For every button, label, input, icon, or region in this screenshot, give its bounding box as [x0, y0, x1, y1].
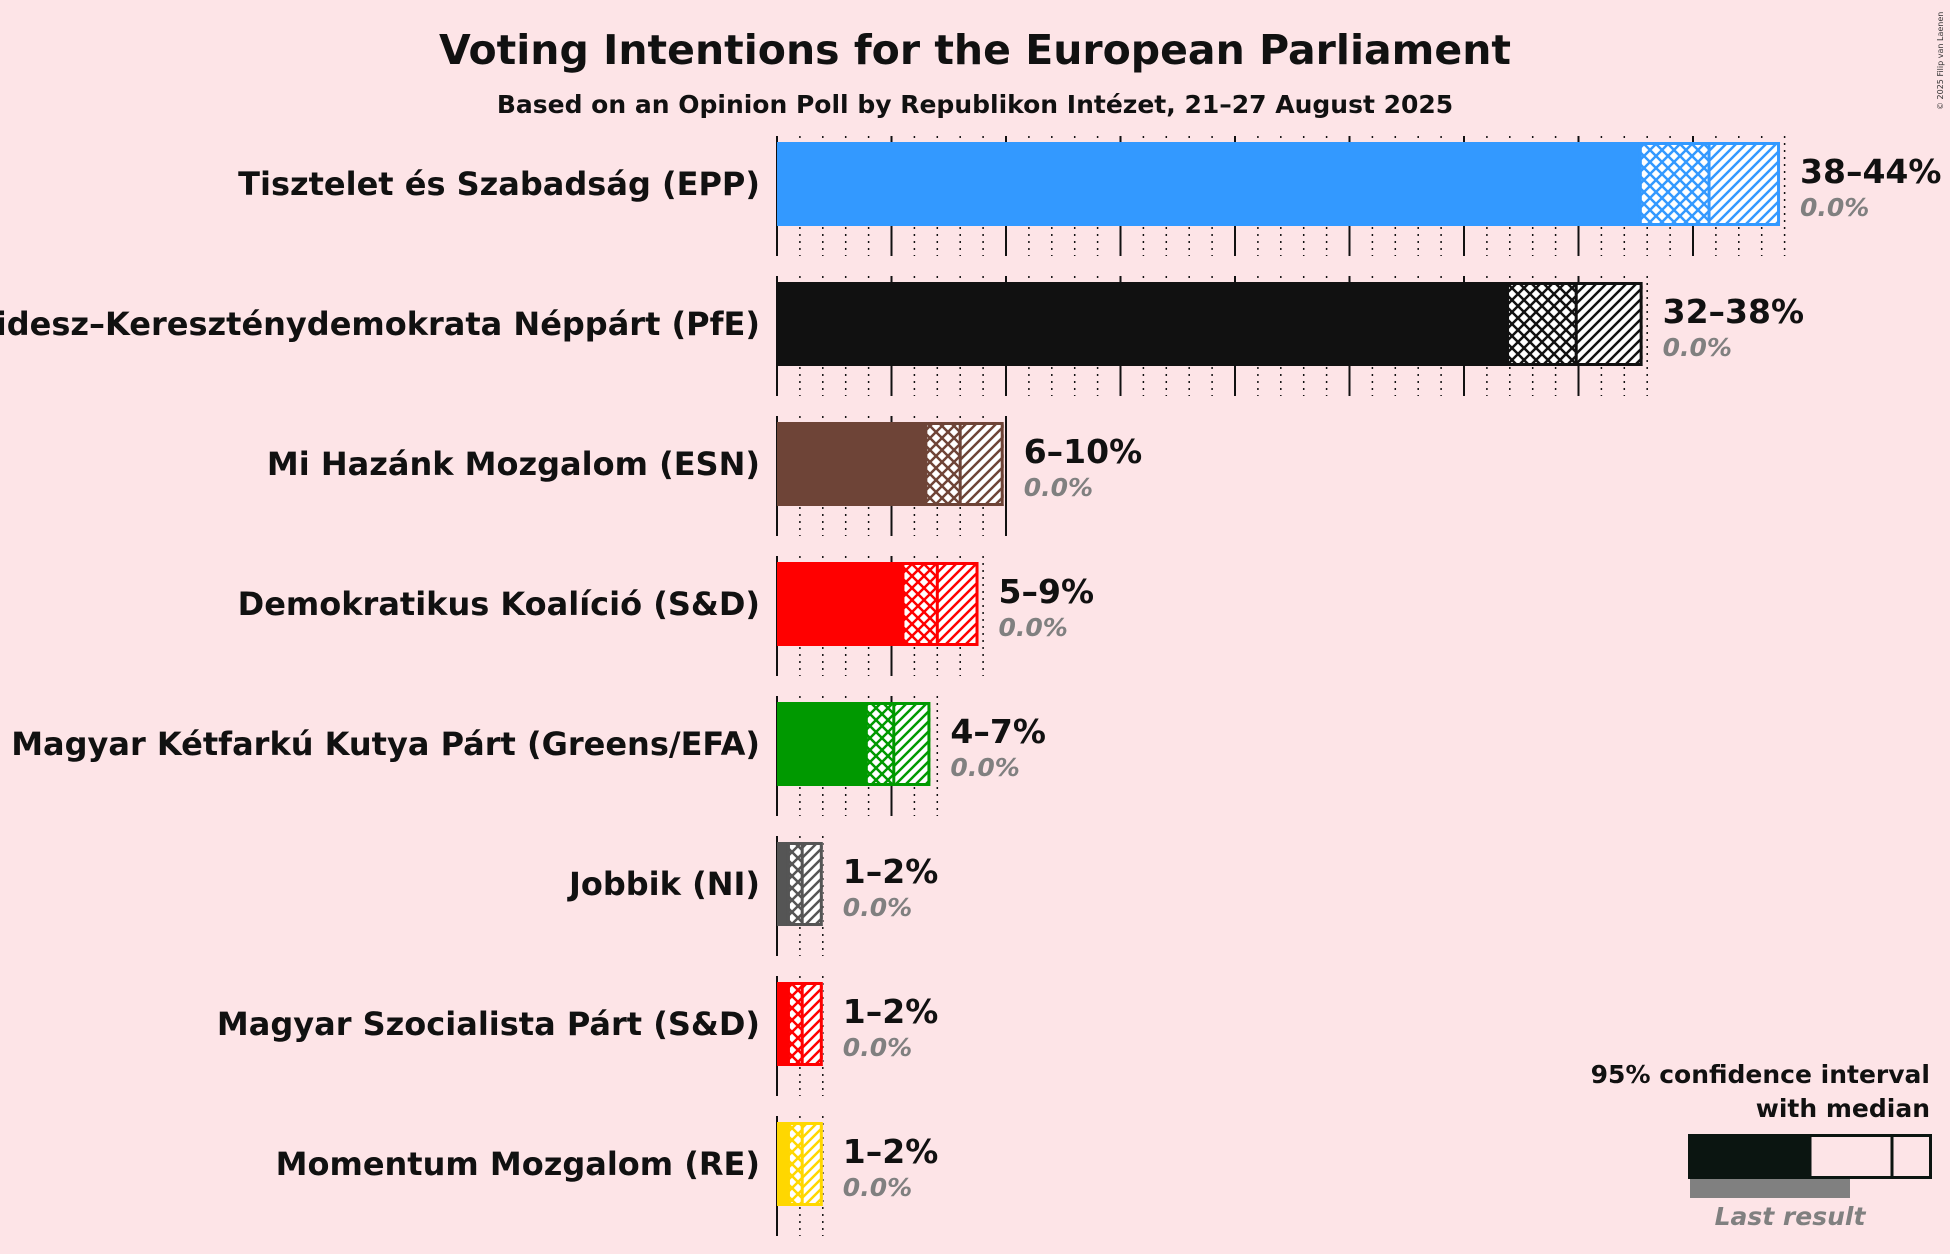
- bar-solid: [777, 842, 789, 926]
- bar-ci-upper: [937, 562, 979, 646]
- bars-group: Tisztelet és Szabadság (EPP) 38–44%0.0%Fi…: [0, 142, 1941, 1206]
- bar-ci-outline: [924, 422, 1004, 506]
- last-result-label: 0.0%: [1024, 473, 1093, 502]
- range-label: 1–2%: [843, 1132, 939, 1171]
- last-result-label: 0.0%: [1663, 333, 1732, 362]
- legend-last-swatch: [1690, 1178, 1850, 1198]
- party-label: Demokratikus Koalíció (S&D): [238, 585, 760, 623]
- range-label: 32–38%: [1663, 292, 1804, 331]
- bar-ci-lower: [788, 842, 803, 926]
- bar-row: Fidesz–Kereszténydemokrata Néppárt (PfE)…: [0, 282, 1804, 366]
- last-result-label: 0.0%: [999, 613, 1068, 642]
- party-label: Momentum Mozgalom (RE): [276, 1145, 760, 1183]
- legend-solid-swatch: [1688, 1134, 1810, 1179]
- legend-ci-upper-swatch: [1892, 1134, 1932, 1179]
- chart-subtitle: Based on an Opinion Poll by Republikon I…: [497, 90, 1453, 119]
- bar-row: Magyar Kétfarkú Kutya Párt (Greens/EFA) 4…: [11, 702, 1046, 786]
- bar-ci-outline: [864, 702, 931, 786]
- bar-ci-upper: [802, 982, 823, 1066]
- party-label: Magyar Kétfarkú Kutya Párt (Greens/EFA): [11, 725, 760, 763]
- range-label: 1–2%: [843, 852, 939, 891]
- last-result-label: 0.0%: [950, 753, 1019, 782]
- bar-ci-upper: [960, 422, 1004, 506]
- bar-ci-outline: [786, 1122, 823, 1206]
- legend-ci-lower-swatch: [1810, 1134, 1892, 1179]
- bar-row: Magyar Szocialista Párt (S&D) 1–2%0.0%: [217, 982, 938, 1066]
- range-label: 38–44%: [1800, 152, 1941, 191]
- bar-solid: [777, 282, 1508, 366]
- range-label: 4–7%: [950, 712, 1045, 751]
- bar-row: Jobbik (NI) 1–2%0.0%: [567, 842, 938, 926]
- legend-last-label: Last result: [1715, 1202, 1867, 1231]
- last-result-label: 0.0%: [843, 1173, 912, 1202]
- bar-ci-lower: [866, 702, 894, 786]
- copyright-text: © 2025 Filip van Laenen: [1936, 12, 1945, 110]
- bar-ci-upper: [802, 1122, 823, 1206]
- bar-ci-outline: [901, 562, 979, 646]
- party-label: Mi Hazánk Mozgalom (ESN): [267, 445, 760, 483]
- bar-ci-lower: [788, 1122, 803, 1206]
- bar-ci-upper: [1709, 142, 1781, 226]
- range-label: 5–9%: [999, 572, 1095, 611]
- bar-ci-outline: [786, 982, 823, 1066]
- bar-ci-outline: [1506, 282, 1643, 366]
- bar-ci-lower: [1640, 142, 1710, 226]
- bar-ci-upper: [893, 702, 931, 786]
- bar-solid: [777, 702, 867, 786]
- legend-line2: with median: [1756, 1094, 1930, 1123]
- legend: 95% confidence interval with median Last r…: [1591, 1060, 1932, 1231]
- bar-solid: [777, 142, 1641, 226]
- bar-ci-lower: [925, 422, 961, 506]
- bar-row: Tisztelet és Szabadság (EPP) 38–44%0.0%: [238, 142, 1941, 226]
- last-result-label: 0.0%: [843, 893, 912, 922]
- party-label: Tisztelet és Szabadság (EPP): [238, 165, 760, 203]
- party-label: Jobbik (NI): [567, 865, 760, 903]
- chart-title: Voting Intentions for the European Parli…: [439, 26, 1511, 74]
- last-result-label: 0.0%: [1800, 193, 1869, 222]
- legend-line1: 95% confidence interval: [1591, 1060, 1930, 1089]
- range-label: 1–2%: [843, 992, 939, 1031]
- last-result-label: 0.0%: [843, 1033, 912, 1062]
- bar-row: Momentum Mozgalom (RE) 1–2%0.0%: [276, 1122, 939, 1206]
- bar-solid: [777, 422, 926, 506]
- bar-row: Mi Hazánk Mozgalom (ESN) 6–10%0.0%: [267, 422, 1142, 506]
- bar-ci-upper: [1576, 282, 1643, 366]
- bar-solid: [777, 562, 903, 646]
- bar-solid: [777, 982, 789, 1066]
- range-label: 6–10%: [1024, 432, 1142, 471]
- bar-ci-lower: [788, 982, 803, 1066]
- bar-ci-outline: [786, 842, 823, 926]
- bar-ci-lower: [1507, 282, 1577, 366]
- legend-outline: [1808, 1134, 1932, 1179]
- bar-row: Demokratikus Koalíció (S&D) 5–9%0.0%: [238, 562, 1094, 646]
- bar-ci-upper: [802, 842, 823, 926]
- party-label: Fidesz–Kereszténydemokrata Néppárt (PfE): [0, 305, 760, 343]
- bar-ci-lower: [902, 562, 938, 646]
- party-label: Magyar Szocialista Párt (S&D): [217, 1005, 760, 1043]
- bar-solid: [777, 1122, 789, 1206]
